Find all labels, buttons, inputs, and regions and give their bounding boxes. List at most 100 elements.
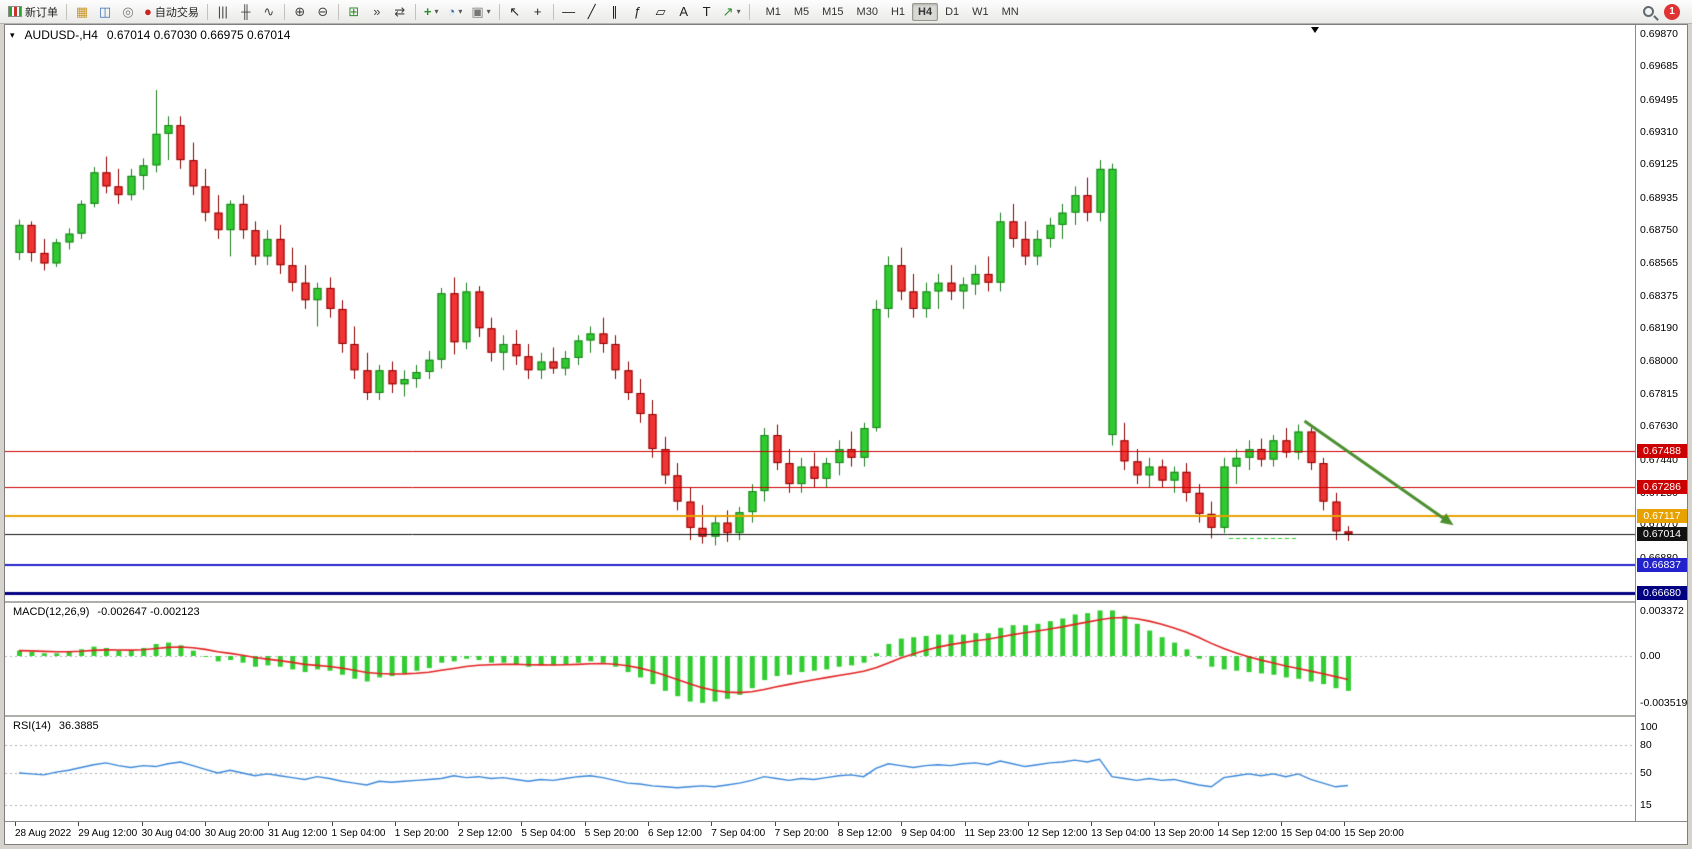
community-icon: ◎ bbox=[122, 4, 134, 19]
timeframe-m1-button[interactable]: M1 bbox=[765, 5, 781, 18]
crosshair-button[interactable]: + bbox=[527, 2, 549, 22]
tile-windows-icon: ⊞ bbox=[348, 4, 360, 19]
toolbar-separator bbox=[748, 3, 750, 20]
time-tick bbox=[458, 822, 460, 826]
shapes-icon: ▱ bbox=[655, 4, 666, 19]
line-chart-button[interactable]: ∿ bbox=[258, 2, 280, 22]
price-axis[interactable]: 0.69870 0.69685 0.69495 0.69310 0.69125 0.689… bbox=[1635, 25, 1687, 844]
search-icon[interactable] bbox=[1643, 6, 1654, 17]
auto-trading-icon: ● bbox=[144, 4, 152, 19]
price-axis-label: 0.69125 bbox=[1640, 158, 1678, 171]
auto-scroll-button[interactable]: » bbox=[366, 2, 388, 22]
zoom-in-icon: ⊕ bbox=[294, 4, 306, 19]
time-axis-label: 12 Sep 12:00 bbox=[1027, 828, 1088, 839]
zoom-in-button[interactable]: ⊕ bbox=[289, 2, 311, 22]
text-button[interactable]: A bbox=[673, 2, 695, 22]
new-order-button[interactable]: 新订单 bbox=[4, 2, 62, 22]
toolbar: 新订单 ▦ ◫ ◎ ● 自动交易 ||| ╫ ∿ ⊕ ⊖ ⊞» ⇄ + ▾ ◔ ▾ ▣ ▾ ↖ + — ╱ ∥ ƒ ▱ A T ↗ ▾ M1… bbox=[0, 0, 1692, 24]
new-order-button-label: 新订单 bbox=[25, 6, 58, 19]
time-axis-label: 9 Sep 04:00 bbox=[901, 828, 956, 839]
chart-shift-icon: ⇄ bbox=[394, 4, 406, 19]
price-axis-label: 0.69310 bbox=[1640, 126, 1678, 139]
timeframe-group: M1 M5 M15 M30 H1 H4 D1 W1 MN bbox=[760, 2, 1025, 21]
time-tick bbox=[584, 822, 586, 826]
templates-button[interactable]: ▣ ▾ bbox=[467, 2, 494, 22]
price-axis-label: 0.68375 bbox=[1640, 289, 1678, 302]
periods-icon: ◔ bbox=[447, 4, 456, 19]
rsi-value: 36.3885 bbox=[58, 720, 99, 732]
timeframe-h1-button[interactable]: H1 bbox=[890, 5, 906, 18]
time-tick bbox=[1154, 822, 1156, 826]
time-tick bbox=[1344, 822, 1346, 826]
zoom-out-button[interactable]: ⊖ bbox=[312, 2, 334, 22]
crosshair-icon: + bbox=[533, 4, 542, 19]
timeframe-m15-button[interactable]: M15 bbox=[822, 5, 844, 18]
cursor-button[interactable]: ↖ bbox=[504, 2, 526, 22]
time-axis-label: 8 Sep 12:00 bbox=[837, 828, 892, 839]
chart-ohlc-values: 0.67014 0.67030 0.66975 0.67014 bbox=[106, 28, 291, 42]
rsi-axis-label: 80 bbox=[1640, 739, 1652, 752]
time-axis-label: 1 Sep 20:00 bbox=[394, 828, 449, 839]
rsi-axis-label: 100 bbox=[1640, 721, 1658, 733]
market-watch-button[interactable]: ▦ bbox=[71, 2, 93, 22]
price-axis-label: 0.68565 bbox=[1640, 256, 1678, 269]
time-tick bbox=[15, 822, 16, 826]
pane-separator[interactable] bbox=[5, 715, 1687, 717]
community-button[interactable]: ◎ bbox=[117, 2, 139, 22]
timeframe-m30-button[interactable]: M30 bbox=[856, 5, 878, 18]
text-label-button[interactable]: T bbox=[696, 2, 718, 22]
bar-chart-icon: ||| bbox=[217, 4, 228, 19]
auto-trading-button[interactable]: ● 自动交易 bbox=[140, 2, 203, 22]
dropdown-caret-icon: ▾ bbox=[434, 7, 439, 16]
time-axis[interactable]: 28 Aug 2022 29 Aug 12:00 30 Aug 04:00 30 Au… bbox=[5, 821, 1687, 844]
indicators-button[interactable]: + ▾ bbox=[420, 2, 443, 22]
timeframe-d1-button[interactable]: D1 bbox=[945, 5, 960, 18]
periods-button[interactable]: ◔ ▾ bbox=[443, 2, 466, 22]
time-axis-label: 29 Aug 12:00 bbox=[78, 828, 138, 839]
time-tick bbox=[901, 822, 903, 826]
timeframe-m5-button[interactable]: M5 bbox=[793, 5, 810, 18]
fibonacci-button[interactable]: ƒ bbox=[627, 2, 649, 22]
tile-windows-button[interactable]: ⊞ bbox=[343, 2, 365, 22]
time-tick bbox=[774, 822, 776, 826]
shapes-button[interactable]: ▱ bbox=[650, 2, 672, 22]
rsi-axis-label: 50 bbox=[1640, 767, 1652, 779]
time-axis-label: 5 Sep 20:00 bbox=[584, 828, 639, 839]
text-label-icon: T bbox=[702, 4, 711, 19]
notifications-badge[interactable]: 1 bbox=[1664, 3, 1680, 20]
time-tick bbox=[1091, 822, 1093, 826]
time-axis-label: 6 Sep 12:00 bbox=[648, 828, 702, 839]
macd-name: MACD(12,26,9) bbox=[13, 606, 90, 618]
macd-axis-label: 0.00 bbox=[1640, 650, 1661, 662]
time-axis-label: 13 Sep 04:00 bbox=[1091, 828, 1151, 839]
price-axis-label: 0.68000 bbox=[1640, 355, 1678, 368]
macd-canvas[interactable] bbox=[5, 603, 1635, 715]
main-chart-canvas[interactable] bbox=[5, 25, 1635, 601]
text-icon: A bbox=[679, 4, 688, 19]
rsi-canvas[interactable] bbox=[5, 717, 1635, 821]
toolbar-separator bbox=[206, 3, 208, 20]
time-tick bbox=[837, 822, 839, 826]
timeframe-mn-button[interactable]: MN bbox=[1001, 5, 1019, 18]
horizontal-line-button[interactable]: — bbox=[558, 2, 580, 22]
time-tick bbox=[1217, 822, 1219, 826]
arrows-button[interactable]: ↗ ▾ bbox=[719, 2, 745, 22]
bar-chart-button[interactable]: ||| bbox=[212, 2, 234, 22]
macd-axis-label: -0.003519 bbox=[1640, 697, 1688, 710]
timeframe-h4-button[interactable]: H4 bbox=[912, 2, 939, 21]
trendline-button[interactable]: ╱ bbox=[581, 2, 603, 22]
cursor-icon: ↖ bbox=[509, 4, 521, 19]
timeframe-w1-button[interactable]: W1 bbox=[972, 5, 989, 18]
candlestick-chart-button[interactable]: ╫ bbox=[235, 2, 257, 22]
accounts-button[interactable]: ◫ bbox=[94, 2, 116, 22]
pane-separator[interactable] bbox=[5, 601, 1687, 603]
chart-shift-button[interactable]: ⇄ bbox=[389, 2, 411, 22]
fibonacci-icon: ƒ bbox=[634, 4, 642, 19]
chart-window: ▾ AUDUSD-,H4 0.67014 0.67030 0.66975 0.6… bbox=[4, 24, 1688, 845]
time-tick bbox=[141, 822, 143, 826]
candlestick-chart-icon: ╫ bbox=[241, 4, 251, 19]
time-tick bbox=[204, 822, 206, 826]
equidistant-channel-button[interactable]: ∥ bbox=[604, 2, 626, 22]
chart-menu-icon[interactable]: ▾ bbox=[10, 29, 15, 40]
time-axis-label: 31 Aug 12:00 bbox=[268, 828, 328, 839]
